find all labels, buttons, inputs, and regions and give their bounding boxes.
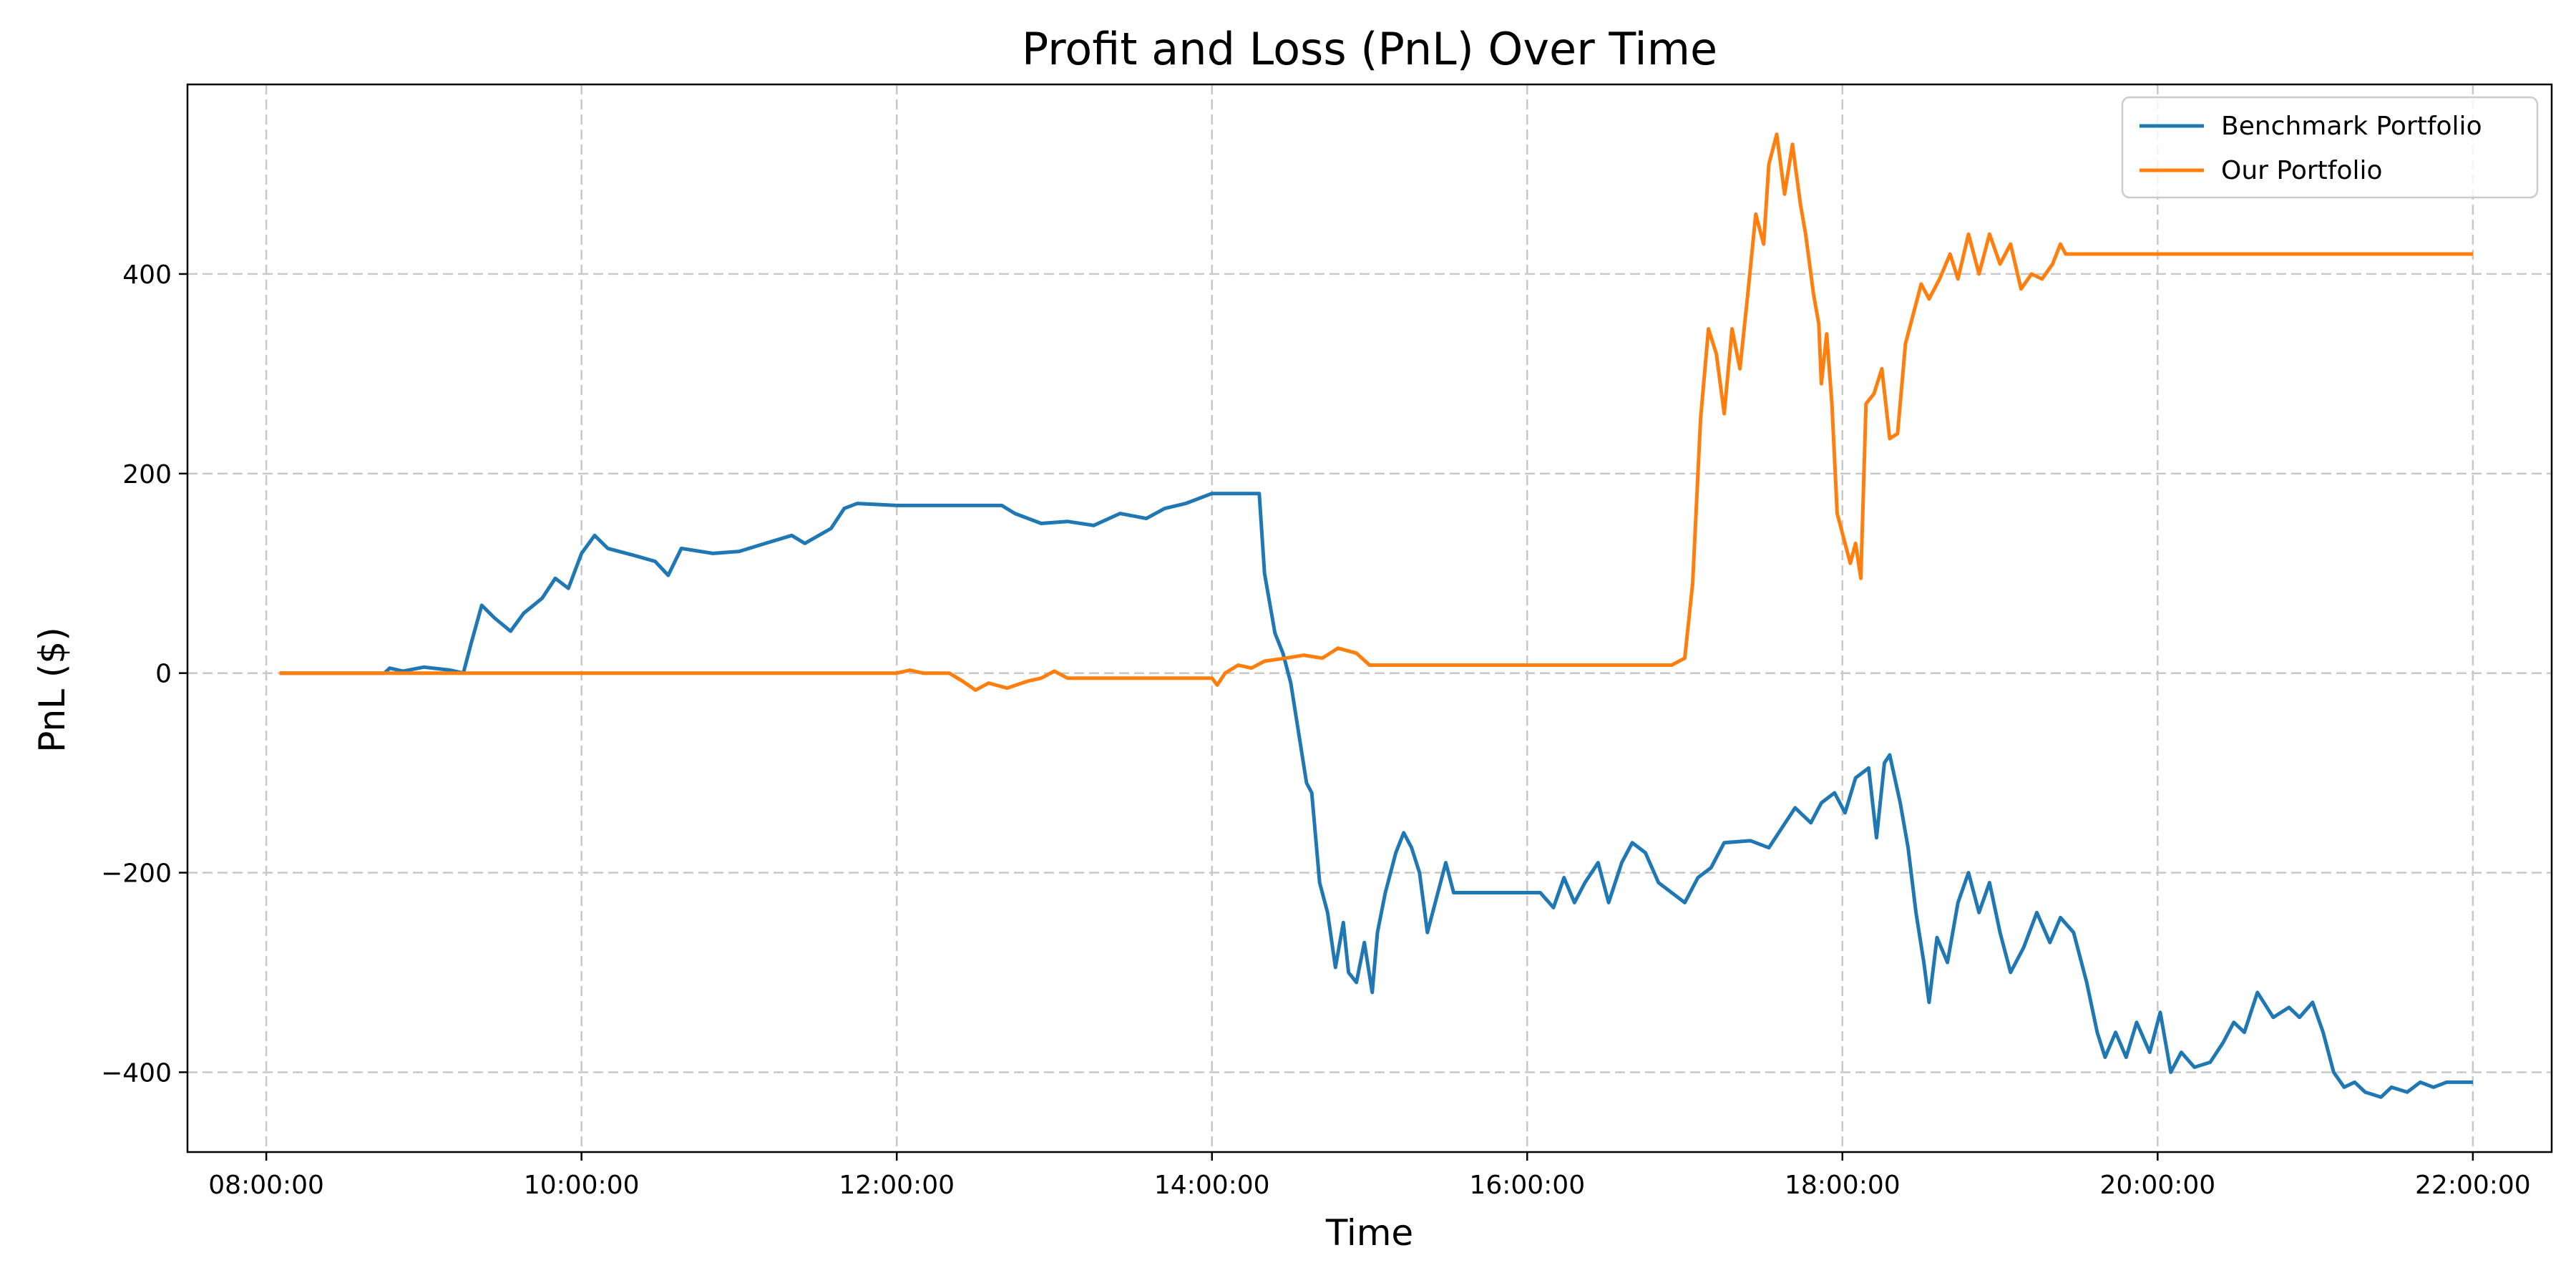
- x-tick-label: 18:00:00: [1785, 1171, 1901, 1200]
- y-tick-label: 0: [155, 660, 172, 689]
- series-line-benchmark-portfolio: [279, 492, 2473, 1099]
- series-line-our-portfolio: [279, 132, 2473, 692]
- x-tick-label: 10:00:00: [524, 1171, 640, 1200]
- x-tick-label: 14:00:00: [1154, 1171, 1270, 1200]
- y-tick-label: −200: [101, 859, 172, 889]
- chart-title: Profit and Loss (PnL) Over Time: [1022, 23, 1717, 75]
- y-tick-label: 200: [122, 460, 172, 489]
- x-tick-label: 22:00:00: [2415, 1171, 2531, 1200]
- x-tick-label: 20:00:00: [2099, 1171, 2215, 1200]
- y-axis-title: PnL ($): [31, 627, 73, 753]
- y-axis-ticks: 400 200 0 −200 −400: [101, 260, 187, 1088]
- x-tick-label: 08:00:00: [208, 1171, 324, 1200]
- x-tick-label: 12:00:00: [839, 1171, 955, 1200]
- grid-lines: [187, 84, 2552, 1152]
- plot-area-frame: [186, 83, 2553, 1153]
- legend-label-benchmark-portfolio: Benchmark Portfolio: [2221, 112, 2482, 141]
- legend-label-our-portfolio: Our Portfolio: [2221, 156, 2383, 185]
- x-tick-label: 16:00:00: [1469, 1171, 1585, 1200]
- x-axis-title: Time: [1325, 1212, 1413, 1254]
- x-axis-ticks: 08:00:00 10:00:00 12:00:00 14:00:00 16:00:00…: [208, 1152, 2531, 1200]
- legend-box: [2121, 96, 2539, 199]
- legend: Benchmark Portfolio Our Portfolio: [2121, 96, 2539, 199]
- y-tick-label: −400: [101, 1058, 172, 1088]
- series-layer: [279, 132, 2473, 1099]
- y-tick-label: 400: [122, 260, 172, 290]
